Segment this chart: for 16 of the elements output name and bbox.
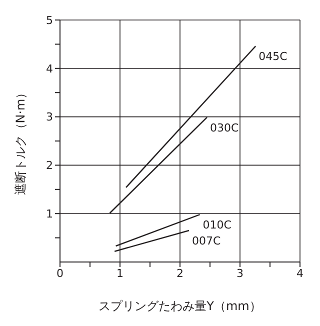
x-tick-label: 2 <box>176 266 184 280</box>
y-axis-title: 遮断トルク（N·m） <box>13 86 28 196</box>
y-tick-label: 3 <box>46 110 53 124</box>
y-tick-label: 2 <box>46 159 53 172</box>
series-label: 010C <box>202 218 232 232</box>
x-tick-label: 3 <box>236 266 244 280</box>
series-label: 045C <box>258 50 288 64</box>
series-label: 007C <box>192 234 221 248</box>
x-tick-label: 1 <box>116 266 124 280</box>
x-axis-title: スプリングたわみ量Y（mm） <box>98 299 262 313</box>
series-label: 030C <box>210 121 239 134</box>
y-tick-label: 4 <box>46 62 53 76</box>
y-tick-label: 1 <box>46 208 53 221</box>
x-tick-label: 0 <box>56 266 64 280</box>
y-tick-label: 5 <box>46 14 53 27</box>
x-tick-label: 4 <box>296 266 304 280</box>
